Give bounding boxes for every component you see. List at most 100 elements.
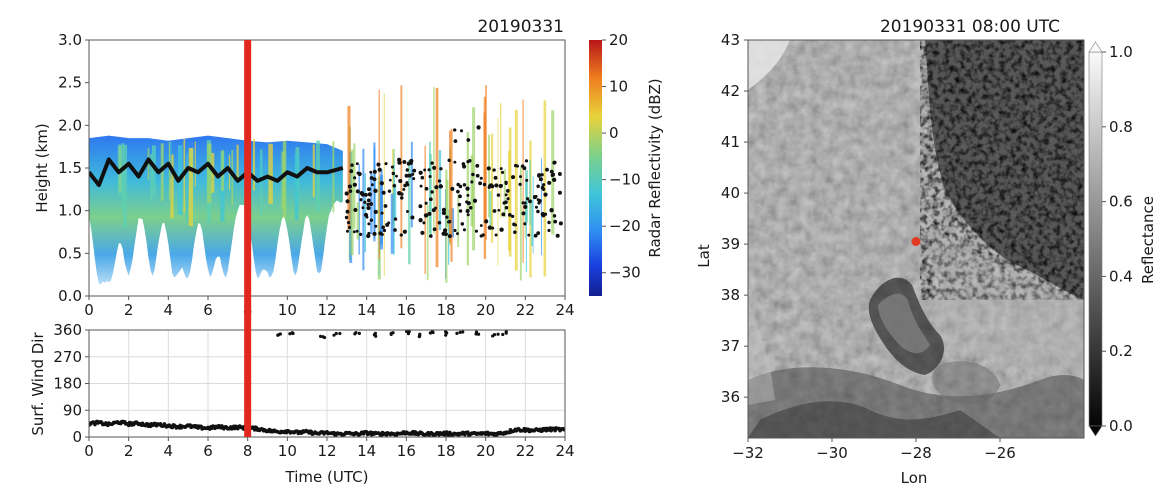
wind-point <box>562 427 565 432</box>
radar-cloud-base-point <box>437 221 442 225</box>
radar-cloud-base-point <box>525 197 530 201</box>
radar-cloud-base-point <box>377 167 382 172</box>
radar-cloud-base-point <box>406 210 409 213</box>
radar-echo-streak <box>152 145 156 196</box>
radar-cloud-base-point <box>434 185 439 190</box>
radar-cloud-base-point <box>393 228 397 232</box>
radar-cloud-base-point <box>457 202 462 207</box>
radar-cloud-base-point <box>543 192 548 197</box>
radar-convective-cell <box>438 150 442 231</box>
radar-y-tick-label: 0.5 <box>58 244 82 262</box>
radar-colorbar-tick-label: 0 <box>609 124 619 142</box>
wind-point-north <box>332 333 336 337</box>
radar-cloud-base-point <box>461 164 467 169</box>
wind-x-tick-label: 24 <box>555 442 574 460</box>
satellite-colorbar-tick-label: 1.0 <box>1109 43 1133 61</box>
radar-cloud-base-point <box>507 212 512 217</box>
radar-cloud-base-point <box>409 158 414 164</box>
radar-convective-cell <box>426 204 429 281</box>
radar-y-tick-label: 3.0 <box>58 31 82 49</box>
radar-cloud-base-point <box>514 223 517 227</box>
radar-cloud-base-point <box>534 205 538 209</box>
radar-cloud-base-point <box>537 198 542 203</box>
radar-convective-cell <box>429 141 431 234</box>
radar-cloud-base-point <box>381 190 386 195</box>
radar-x-tick-label: 20 <box>476 301 495 319</box>
radar-cloud-base-point <box>412 168 417 173</box>
radar-colorbar-tick-label: −10 <box>609 171 641 189</box>
wind-point-north <box>492 333 497 337</box>
radar-convective-cell <box>522 99 524 263</box>
radar-cloud-base-point <box>405 181 409 185</box>
radar-cloud-base-point <box>406 161 411 166</box>
radar-cloud-base-point <box>549 169 554 174</box>
radar-cloud-base-point <box>355 229 359 233</box>
radar-echo-streak <box>194 141 196 187</box>
radar-cloud-base-point <box>430 190 434 194</box>
wind-point-north <box>334 331 338 336</box>
radar-y-tick-label: 2.0 <box>58 116 82 134</box>
radar-cloud-base-point <box>398 178 403 184</box>
wind-x-tick-label: 8 <box>243 442 253 460</box>
radar-cloud-base-point <box>395 174 398 178</box>
radar-cloud-base-point <box>379 181 384 186</box>
wind-point-north <box>444 333 448 337</box>
radar-cloud-base-point <box>441 231 446 236</box>
radar-convective-cell <box>356 202 360 240</box>
radar-convective-cell <box>364 173 367 253</box>
radar-cloud-base-point <box>344 191 349 196</box>
radar-cloud-base-point <box>349 169 354 174</box>
radar-cloud-base-point <box>541 213 546 218</box>
radar-convective-cell <box>466 132 469 266</box>
radar-cloud-base-point <box>424 201 428 205</box>
wind-point <box>466 430 470 434</box>
radar-x-tick-label: 14 <box>357 301 376 319</box>
radar-echo-streak <box>259 154 262 189</box>
radar-convective-cell <box>532 176 534 254</box>
radar-cloud-base-point <box>346 220 351 225</box>
radar-convective-cell <box>525 180 527 273</box>
radar-cloud-base-point <box>445 215 449 219</box>
radar-cloud-base-point <box>536 231 541 236</box>
satellite-colorbar <box>1088 51 1103 427</box>
radar-cloud-base-point <box>542 183 546 187</box>
colorbar-extend-min <box>1088 425 1103 437</box>
satellite-y-ticks: 36 37 38 39 40 41 42 43 <box>721 31 748 406</box>
radar-cloud-base-point <box>369 218 374 222</box>
wind-y-tick-label: 180 <box>53 375 82 393</box>
radar-cloud-base-point <box>504 193 508 197</box>
radar-cloud-base-point <box>504 180 508 185</box>
radar-cloud-base-point <box>383 204 388 208</box>
radar-cloud-base-point <box>352 182 357 187</box>
radar-cloud-base-point <box>487 185 491 189</box>
radar-cloud-base-point <box>547 228 551 233</box>
wind-x-tick-label: 20 <box>476 442 495 460</box>
radar-cloud-base-point <box>447 158 451 162</box>
radar-cloud-base-point <box>392 184 397 188</box>
wind-x-tick-label: 2 <box>124 442 134 460</box>
radar-cloud-base-point <box>387 189 392 193</box>
radar-cloud-base-point <box>403 183 408 188</box>
radar-cloud-base-point <box>482 182 487 187</box>
radar-convective-cell <box>450 129 453 262</box>
radar-y-tick-label: 0.0 <box>58 287 82 305</box>
radar-cloud-base-point <box>486 166 491 171</box>
radar-cloud-base-point <box>557 190 562 195</box>
wind-point-north <box>474 330 479 334</box>
radar-convective-cell <box>445 169 448 283</box>
radar-echo-streak <box>150 154 153 203</box>
radar-cloud-base-point <box>374 224 378 228</box>
radar-convective-cell <box>383 93 385 277</box>
radar-cloud-base-point <box>550 173 555 178</box>
radar-cloud-base-point <box>366 198 371 203</box>
radar-echo-streak <box>170 154 174 219</box>
radar-cloud-base-point <box>346 229 349 233</box>
wind-point-north <box>288 332 292 336</box>
radar-cloud-base-point <box>537 173 542 178</box>
radar-cloud-base-point <box>372 169 377 174</box>
radar-cloud-base-point <box>385 222 390 227</box>
radar-convective-cell <box>449 130 451 243</box>
satellite-y-label: Lat <box>695 244 713 268</box>
radar-convective-cell <box>470 155 474 227</box>
radar-cloud-base-point <box>505 189 510 193</box>
